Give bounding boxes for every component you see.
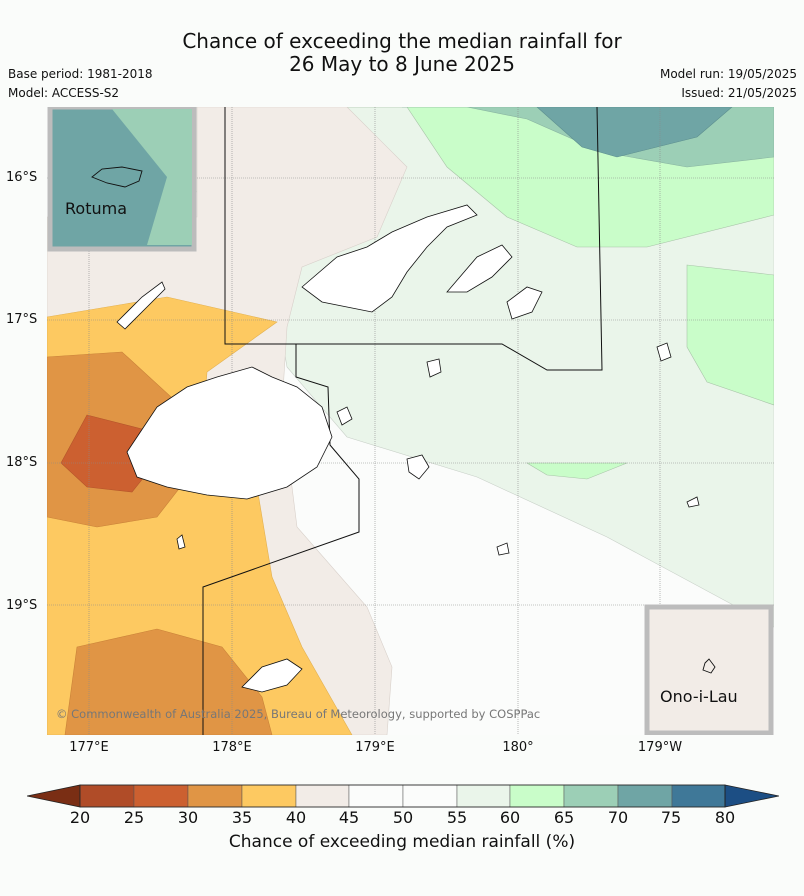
lat-label-18s: 18°S xyxy=(6,455,38,470)
colorbar-bin xyxy=(509,784,565,808)
lon-label-179e: 179°E xyxy=(355,740,395,755)
colorbar-tick: 45 xyxy=(338,808,360,827)
colorbar-bin xyxy=(295,784,350,808)
zone-70-75 xyxy=(536,107,733,158)
vanua-levu xyxy=(301,204,478,313)
colorbar-bin xyxy=(402,784,458,808)
colorbar-tick: 80 xyxy=(714,808,736,827)
lat-label-17s: 17°S xyxy=(6,312,38,327)
colorbar xyxy=(27,784,779,808)
meta-left: Base period: 1981-2018 Model: ACCESS-S2 xyxy=(8,65,153,103)
region-boundaries xyxy=(202,107,603,735)
colorbar-tick: 50 xyxy=(392,808,414,827)
islands xyxy=(116,204,700,693)
rotuma-inset-zone-65-70 xyxy=(112,109,192,245)
colorbar-bin xyxy=(348,784,404,808)
vatulele-island xyxy=(176,534,186,550)
colorbar-bin xyxy=(187,784,243,808)
colorbar-bin xyxy=(456,784,511,808)
colorbar-arrow-high xyxy=(724,784,779,808)
colorbar-arrow-low xyxy=(27,784,81,808)
colorbar-bin xyxy=(617,784,673,808)
colorbar-tick: 35 xyxy=(231,808,253,827)
lau-island-a xyxy=(656,342,672,362)
lat-label-16s: 16°S xyxy=(6,170,38,185)
lon-label-180: 180° xyxy=(502,740,534,755)
matuku-island xyxy=(496,542,510,556)
meta-right: Model run: 19/05/2025 Issued: 21/05/2025 xyxy=(660,65,797,103)
colorbar-bin xyxy=(79,784,135,808)
colorbar-tick: 60 xyxy=(499,808,521,827)
gau-island xyxy=(406,454,430,480)
colorbar-tick: 70 xyxy=(607,808,629,827)
colorbar-frame xyxy=(79,784,726,808)
lon-label-178e: 178°E xyxy=(212,740,252,755)
base-period: Base period: 1981-2018 xyxy=(8,67,153,81)
lon-label-177e: 177°E xyxy=(69,740,109,755)
colorbar-tick: 25 xyxy=(123,808,145,827)
koro-island xyxy=(426,358,442,378)
copyright-text: © Commonwealth of Australia 2025, Bureau… xyxy=(56,707,540,721)
issued-date: Issued: 21/05/2025 xyxy=(681,86,797,100)
lau-island-b xyxy=(686,496,700,508)
rotuma-label: Rotuma xyxy=(65,199,127,218)
kadavu-island xyxy=(241,658,303,693)
colorbar-tick: 30 xyxy=(177,808,199,827)
qamea-island xyxy=(506,286,543,320)
colorbar-bin xyxy=(563,784,619,808)
model-run: Model run: 19/05/2025 xyxy=(659,67,797,81)
lon-label-179w: 179°W xyxy=(637,740,683,755)
colorbar-tick: 40 xyxy=(285,808,307,827)
colorbar-tick: 65 xyxy=(553,808,575,827)
colorbar-bin xyxy=(241,784,297,808)
viti-levu xyxy=(126,366,333,500)
title-line-1: Chance of exceeding the median rainfall … xyxy=(182,29,622,53)
colorbar-label: Chance of exceeding median rainfall (%) xyxy=(228,832,576,852)
colorbar-bin xyxy=(671,784,726,808)
zone-60-65-east xyxy=(686,264,774,406)
title-line-2: 26 May to 8 June 2025 xyxy=(289,52,515,76)
ovalau-island xyxy=(336,406,353,426)
colorbar-tick: 75 xyxy=(660,808,682,827)
ono-i-lau-label: Ono-i-Lau xyxy=(660,687,738,706)
colorbar-tick: 55 xyxy=(446,808,468,827)
colorbar-tick: 20 xyxy=(69,808,91,827)
ono-i-lau-island xyxy=(702,658,716,674)
zone-35-40-south xyxy=(64,628,273,735)
map-title: Chance of exceeding the median rainfall … xyxy=(0,30,804,76)
taveuni xyxy=(446,244,513,293)
lat-label-19s: 19°S xyxy=(6,598,38,613)
ono-i-lau-inset xyxy=(644,604,774,735)
rotuma-island xyxy=(91,166,143,188)
model-name: Model: ACCESS-S2 xyxy=(8,86,120,100)
colorbar-bin xyxy=(133,784,189,808)
yasawa-islands xyxy=(116,281,166,330)
rainfall-map: Rotuma Ono-i-Lau © Commonwealth of Austr… xyxy=(47,107,774,735)
